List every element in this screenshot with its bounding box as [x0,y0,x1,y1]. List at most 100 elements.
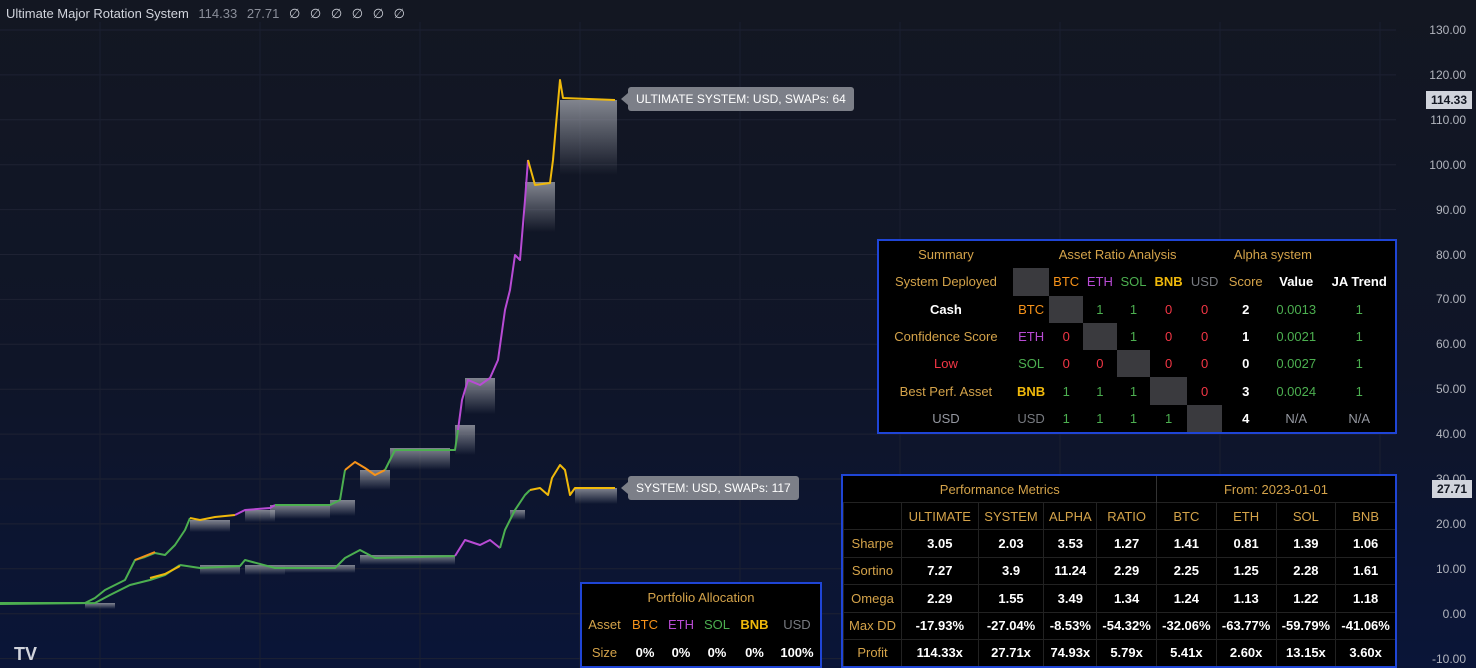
price-axis-tick: 100.00 [1429,157,1466,172]
performance-cell: 13.15x [1275,638,1336,666]
performance-column-header: RATIO [1096,502,1157,530]
price-axis-tick: 120.00 [1429,67,1466,82]
ultimate-equity-line [527,79,616,186]
summary-header: Summary [918,247,974,263]
performance-cell: 27.71x [977,638,1044,666]
ratio-cell: 1 [1096,383,1104,399]
ultimate-equity-line [457,159,529,431]
performance-cell: 5.41x [1155,638,1217,666]
ratio-cell: 1 [1062,383,1070,399]
summary-label: Cash [930,301,962,317]
ja-trend-cell: N/A [1348,410,1371,426]
indicator-title: Ultimate Major Rotation System [6,6,189,21]
allocation-asset: USD [783,617,811,633]
price-axis-tick: 40.00 [1435,427,1466,442]
score-cell: 2 [1242,301,1250,317]
indicator-value-2: 27.71 [246,6,280,21]
score-cell: 0 [1242,356,1250,372]
equity-plateau-shade [330,500,355,516]
ratio-column-header: SOL [1120,274,1147,290]
equity-plateau-shade [390,448,450,470]
allocation-size: 100% [780,644,814,660]
alpha-system-header: Alpha system [1233,247,1312,263]
performance-cell: 11.24 [1043,556,1097,585]
performance-cell: 3.9 [977,556,1044,585]
trend-header: JA Trend [1331,274,1387,290]
performance-cell: 2.29 [900,584,979,613]
price-axis-tick: 20.00 [1435,516,1466,531]
performance-cell: 5.79x [1096,638,1157,666]
performance-cell: 1.61 [1335,556,1395,585]
ratio-row-asset: ETH [1018,328,1045,344]
allocation-title: Portfolio Allocation [647,590,755,606]
ratio-cell: 1 [1129,410,1138,426]
ratio-column-header: BNB [1154,274,1183,290]
system-equity-line [0,564,181,605]
performance-cell: 1.41 [1155,529,1217,558]
ratio-cell: 1 [1129,328,1138,344]
score-cell: 3 [1242,383,1250,399]
allocation-asset: BNB [740,617,769,633]
performance-cell: -32.06% [1155,611,1217,640]
equity-plateau-shade [200,565,240,575]
allocation-asset-label: Asset [588,617,621,633]
diagonal-cell [1012,268,1050,296]
ultimate-equity-line [0,517,191,604]
summary-label: USD [932,410,960,426]
performance-column-header: SYSTEM [977,502,1044,530]
equity-plateau-shade [190,520,230,532]
score-cell: 1 [1242,328,1250,344]
price-axis-tick: -10.00 [1431,651,1466,666]
allocation-asset: SOL [703,617,730,633]
score-cell: 4 [1242,410,1250,426]
ja-trend-cell: 1 [1355,383,1363,399]
performance-column-header: SOL [1275,502,1336,530]
indicator-value-1: 114.33 [198,6,238,21]
allocation-asset: BTC [631,617,658,633]
performance-column-header: ETH [1215,502,1277,530]
equity-plateau-shade [245,565,285,575]
performance-row-label: Max DD [843,611,902,640]
ratio-cell: 1 [1062,410,1070,426]
allocation-size: 0% [635,644,655,660]
ultimate-equity-line [384,429,459,471]
performance-cell: 2.29 [1096,556,1157,585]
ratio-cell: 1 [1129,383,1138,399]
performance-cell: 3.49 [1043,584,1097,613]
performance-cell: 74.93x [1043,638,1097,666]
performance-cell: 2.60x [1215,638,1277,666]
performance-cell: 2.03 [977,529,1044,558]
ratio-row-asset: SOL [1018,356,1045,372]
performance-cell: -63.77% [1215,611,1277,640]
equity-plateau-shade [560,100,617,175]
price-axis-tick: 130.00 [1429,23,1466,37]
performance-cell: 7.27 [900,556,979,585]
price-axis-tick: 50.00 [1435,382,1466,397]
tradingview-logo[interactable]: TV [14,644,38,664]
performance-cell: 1.13 [1215,584,1277,613]
performance-column-header: BNB [1335,502,1395,530]
performance-cell: -27.04% [977,611,1044,640]
system-equity-line [179,549,456,569]
performance-cell: 1.22 [1275,584,1336,613]
ratio-cell: 0 [1096,356,1104,372]
alpha-value-cell: 0.0024 [1276,383,1317,399]
allocation-size: 0% [707,644,727,660]
performance-cell: 1.18 [1335,584,1395,613]
indicator-title-bar[interactable]: Ultimate Major Rotation System 114.33 27… [6,6,408,22]
ratio-cell: 1 [1165,410,1173,426]
equity-plateau-shade [85,603,115,609]
equity-plateau-shade [455,425,475,455]
performance-cell: 2.25 [1155,556,1217,585]
ratio-row-asset: BNB [1017,383,1046,399]
performance-cell: 1.25 [1215,556,1277,585]
ultimate-equity-line [189,514,236,521]
performance-panel: Performance Metrics From: 2023-01-01 ULTIM… [841,474,1397,668]
ratio-cell: 1 [1096,410,1104,426]
value-header: Value [1279,274,1314,290]
price-axis-tick: 80.00 [1435,247,1466,262]
alpha-value-cell: N/A [1285,410,1308,426]
performance-row-label: Sortino [843,556,902,585]
allocation-size: 0% [745,644,764,660]
allocation-panel: Portfolio Allocation Asset BTC ETH SOL BNB USD… [580,582,822,668]
